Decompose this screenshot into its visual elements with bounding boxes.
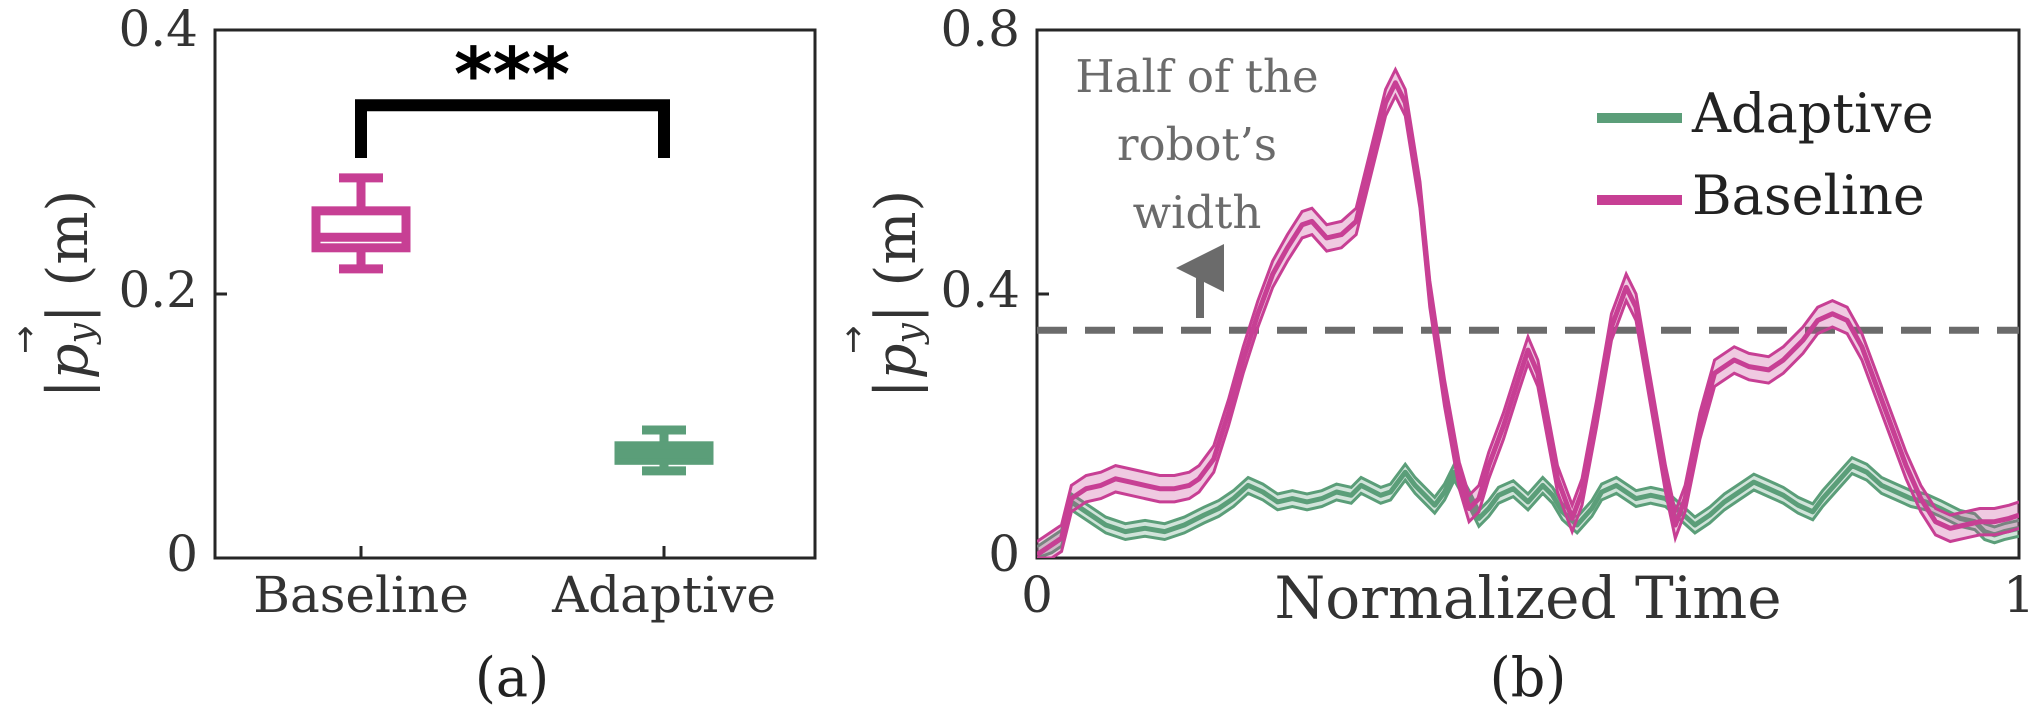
a-ytick-1: 0.2 <box>118 261 198 319</box>
panel-b-ticks <box>1037 28 1049 560</box>
significance-stars: *** <box>454 32 570 118</box>
panel-b: 0 0.4 0.8 0 1 Normalized Time |py| (m) →… <box>833 0 2035 709</box>
b-ylabel-text: |py| (m) <box>864 190 931 399</box>
legend-label-adaptive: Adaptive <box>1691 82 1934 145</box>
a-ylabel: |py| (m) → <box>5 190 102 399</box>
a-ylabel-arrow: → <box>5 326 45 355</box>
threshold-annotation: Half of the robot’s width <box>1075 50 1319 318</box>
panel-a-boxes <box>311 173 714 476</box>
panel-b-series <box>1037 66 2019 558</box>
significance-bracket <box>355 99 670 159</box>
panel-b-caption: (b) <box>1490 646 1567 709</box>
legend-label-baseline: Baseline <box>1692 164 1925 227</box>
a-ytick-2: 0.4 <box>118 0 198 58</box>
mean-line <box>1037 80 2019 557</box>
series-baseline <box>1037 66 2019 558</box>
series-adaptive <box>1037 455 2019 558</box>
panel-a-ticks <box>215 28 666 560</box>
threshold-label-line-1: Half of the <box>1075 50 1318 103</box>
b-ytick-1: 0.4 <box>940 261 1020 319</box>
box-adaptive <box>614 425 714 476</box>
a-xtick-adaptive: Adaptive <box>551 566 776 624</box>
b-ytick-0: 0 <box>988 525 1020 583</box>
significance-bracket-path <box>355 99 670 159</box>
panel-a: 0 0.2 0.4 Baseline Adaptive |py| (m) → *… <box>5 0 817 709</box>
b-xlabel: Normalized Time <box>1274 564 1781 632</box>
b-xtick-0: 0 <box>1021 566 1053 624</box>
b-xtick-1: 1 <box>2003 566 2035 624</box>
a-xtick-baseline: Baseline <box>253 566 469 624</box>
band-lower-line <box>1037 471 2019 558</box>
a-ytick-0: 0 <box>166 525 198 583</box>
threshold-label-line-3: width <box>1133 186 1262 239</box>
mean-line <box>1037 463 2019 557</box>
panel-a-caption: (a) <box>475 646 549 709</box>
band-lower-line <box>1037 92 2019 558</box>
iqr-box <box>311 206 411 253</box>
b-ylabel-arrow: → <box>833 326 873 355</box>
box-baseline <box>311 173 411 274</box>
threshold-label-line-2: robot’s <box>1117 118 1277 171</box>
b-ylabel: |py| (m) → <box>833 190 930 399</box>
b-ytick-2: 0.8 <box>940 0 1020 58</box>
legend: Adaptive Baseline <box>1597 82 1934 227</box>
band-upper-line <box>1037 66 2019 543</box>
band-upper-line <box>1037 455 2019 549</box>
a-ylabel-text: |py| (m) <box>36 190 103 399</box>
